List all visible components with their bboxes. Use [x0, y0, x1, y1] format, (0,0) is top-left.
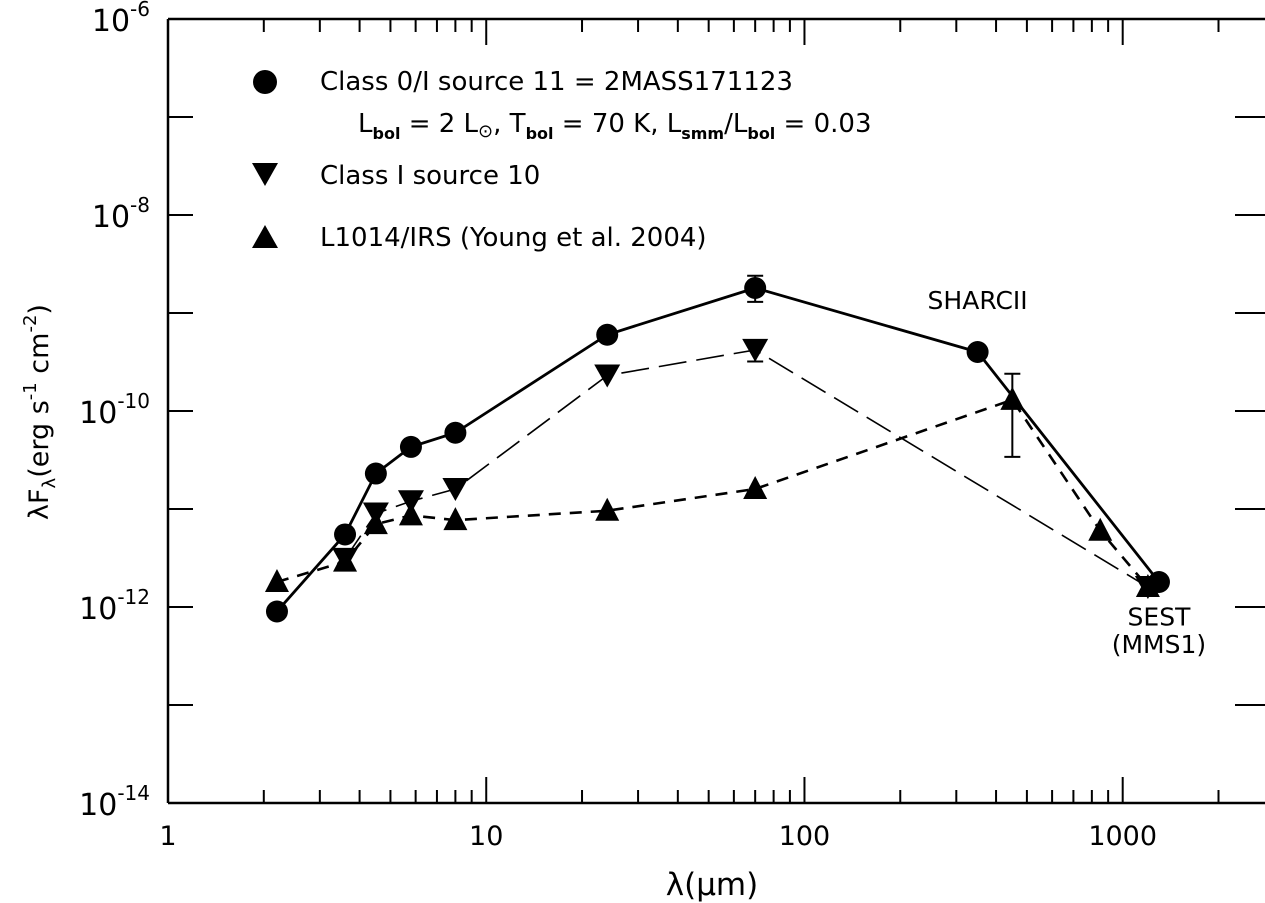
y-tick-label: 10-8: [92, 193, 150, 235]
y-tick-label: 10-10: [79, 389, 150, 431]
legend-label-source-11: Class 0/I source 11 = 2MASS171123: [320, 67, 793, 97]
x-tick-label: 100: [779, 821, 831, 852]
data-point-triangle-up: [595, 497, 620, 521]
legend-marker-triangle-up: [252, 225, 278, 248]
data-point-circle: [444, 421, 467, 444]
legend-label-source-10: Class I source 10: [320, 161, 540, 191]
data-point-circle: [399, 435, 422, 458]
data-point-circle: [334, 523, 357, 546]
annotation-label: (MMS1): [1112, 630, 1206, 659]
legend-marker-triangle-down: [252, 163, 278, 186]
legend: Class 0/I source 11 = 2MASS171123 Lbol =…: [252, 67, 872, 253]
data-markers: [264, 276, 1170, 623]
x-tick-label: 10: [469, 821, 503, 852]
annotations: SHARCII SEST(MMS1): [928, 286, 1207, 659]
data-point-triangle-down: [742, 338, 769, 362]
data-point-triangle-up: [363, 511, 388, 535]
data-point-circle: [364, 462, 387, 485]
data-point-triangle-up: [743, 475, 768, 499]
legend-label-l1014: L1014/IRS (Young et al. 2004): [320, 223, 707, 253]
data-point-triangle-up: [1000, 386, 1025, 410]
data-point-triangle-down: [594, 364, 621, 388]
data-point-circle: [744, 276, 767, 299]
data-point-circle: [596, 323, 619, 346]
y-axis-label: λFλ(erg s-1 cm-2): [20, 304, 60, 520]
x-tick-label: 1000: [1088, 821, 1157, 852]
data-point-triangle-up: [1135, 573, 1160, 597]
x-tick-label: 1: [159, 821, 176, 852]
x-axis-label: λ(μm): [666, 867, 758, 903]
y-tick-label: 10-14: [79, 781, 150, 823]
data-point-triangle-up: [333, 548, 358, 572]
y-tick-label: 10-12: [79, 585, 150, 627]
minor-ticks: [167, 18, 1265, 804]
data-point-circle: [966, 340, 989, 363]
annotation-label: SEST: [1128, 602, 1192, 631]
data-point-triangle-up: [443, 507, 468, 531]
y-tick-labels: 10-6 10-8 10-10 10-12 10-14: [79, 0, 150, 823]
data-point-triangle-up: [1088, 517, 1113, 541]
series-line-triangle-up: [276, 398, 1149, 588]
legend-marker-circle: [253, 70, 277, 94]
annotation-label: SHARCII: [928, 286, 1028, 315]
legend-info-line: Lbol = 2 L⊙, Tbol = 70 K, Lsmm/Lbol = 0.…: [358, 109, 872, 143]
y-tick-label: 10-6: [92, 0, 150, 39]
data-point-triangle-down: [397, 490, 424, 514]
series-line-triangle-down: [344, 349, 1149, 588]
data-point-triangle-down: [442, 477, 469, 501]
data-point-triangle-up: [398, 502, 423, 526]
data-point-triangle-up: [264, 568, 289, 592]
x-tick-labels: 1 10 100 1000: [159, 821, 1157, 852]
data-point-circle: [265, 600, 288, 623]
